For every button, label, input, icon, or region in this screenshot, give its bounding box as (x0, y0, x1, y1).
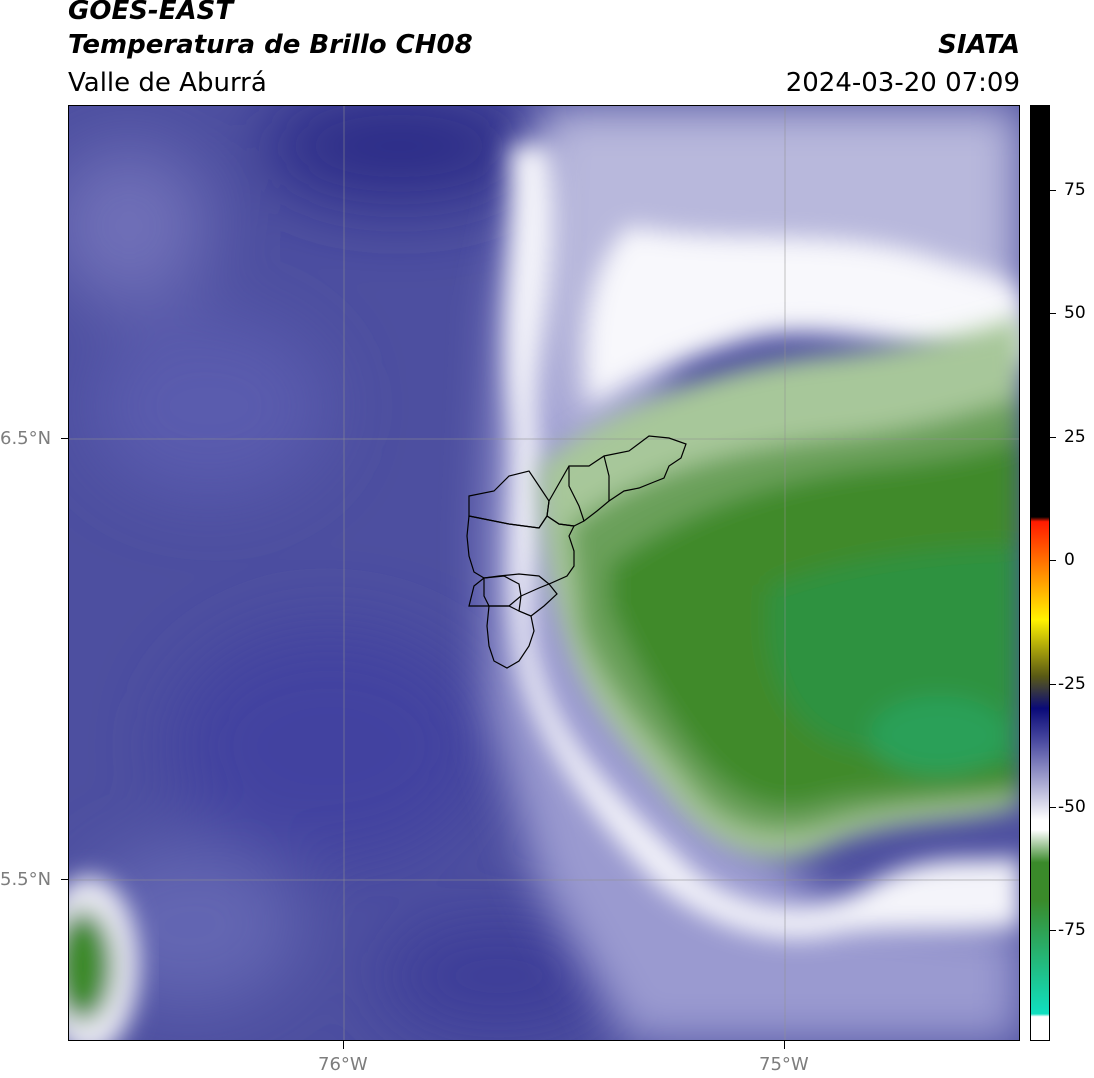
colorbar-tick-50 (1050, 313, 1056, 314)
colorbar-tick-minus75 (1050, 930, 1056, 931)
region-subtitle: Valle de Aburrá (68, 68, 267, 98)
colorbar-label-50: 50 (1064, 303, 1086, 323)
green-core (539, 316, 1019, 858)
municipal-boundaries (466, 435, 687, 669)
map-canvas (69, 106, 1019, 1040)
blue-texture (69, 106, 619, 1036)
corner-blob (69, 876, 139, 1040)
colorbar (1030, 105, 1050, 1041)
gridlines (69, 106, 1019, 1040)
white-edge (506, 146, 1019, 939)
y-tick-6-5n (61, 438, 68, 439)
colorbar-label-25: 25 (1064, 427, 1086, 447)
y-axis-label-6-5n: 6.5°N (0, 428, 52, 449)
product-title: Temperatura de Brillo CH08 (68, 30, 473, 60)
colorbar-label-minus25: -25 (1058, 674, 1086, 694)
colorbar-label-0: 0 (1064, 550, 1075, 570)
y-tick-5-5n (61, 879, 68, 880)
colorbar-tick-0 (1050, 560, 1056, 561)
x-axis-label-75w: 75°W (759, 1054, 809, 1075)
satellite-map (68, 105, 1020, 1041)
x-tick-75w (784, 1041, 785, 1049)
datetime-label: 2024-03-20 07:09 (785, 68, 1020, 98)
colorbar-label-minus75: -75 (1058, 920, 1086, 940)
colorbar-tick-25 (1050, 437, 1056, 438)
satellite-title: GOES-EAST (68, 0, 234, 26)
organization-label: SIATA (938, 30, 1020, 60)
x-axis-label-76w: 76°W (318, 1054, 368, 1075)
colorbar-tick-minus50 (1050, 807, 1056, 808)
colorbar-tick-minus25 (1050, 684, 1056, 685)
colorbar-tick-75 (1050, 190, 1056, 191)
y-axis-label-5-5n: 5.5°N (0, 869, 52, 890)
colorbar-label-minus50: -50 (1058, 797, 1086, 817)
colorbar-label-75: 75 (1064, 180, 1086, 200)
x-tick-76w (343, 1041, 344, 1049)
